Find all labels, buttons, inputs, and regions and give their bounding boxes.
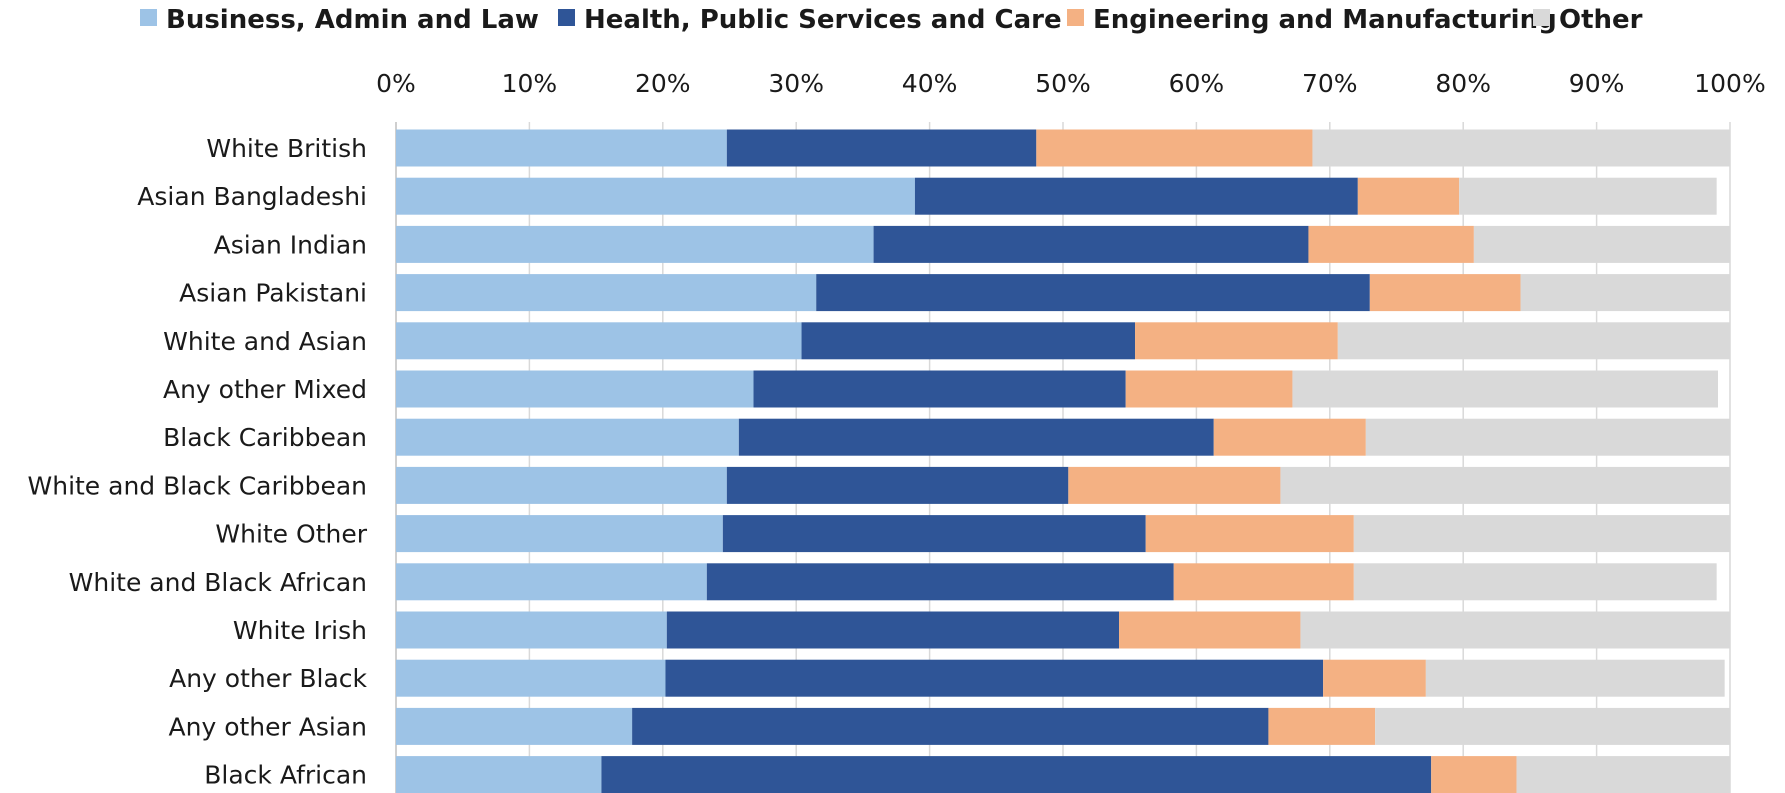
bar-5-3 <box>1292 370 1718 408</box>
x-tick-label-8: 80% <box>1435 69 1491 98</box>
legend-swatch-3 <box>1533 9 1550 26</box>
bar-0-2 <box>1036 129 1313 167</box>
legend-label-1: Health, Public Services and Care <box>584 5 1062 35</box>
bar-1-0 <box>396 177 915 215</box>
legend-swatch-2 <box>1067 9 1084 26</box>
bar-5-1 <box>753 370 1126 408</box>
bar-6-3 <box>1365 418 1730 456</box>
category-label-13: Black African <box>204 761 367 790</box>
bar-9-3 <box>1353 563 1717 601</box>
bar-3-3 <box>1520 274 1730 312</box>
bar-4-2 <box>1135 322 1338 360</box>
x-axis-ticks: 0% 10% 20% 30% 40% 50% 60% 70% 80% 90% 100% <box>376 69 1766 98</box>
bar-4-3 <box>1337 322 1730 360</box>
bar-8-0 <box>396 515 723 553</box>
bar-12-2 <box>1268 707 1376 745</box>
bar-2-2 <box>1308 225 1474 263</box>
bar-13-3 <box>1516 756 1730 793</box>
bar-4-1 <box>801 322 1136 360</box>
bar-6-0 <box>396 418 739 456</box>
bar-5-0 <box>396 370 754 408</box>
bar-10-3 <box>1300 611 1730 649</box>
x-tick-label-10: 100% <box>1694 69 1765 98</box>
legend-swatch-1 <box>558 9 575 26</box>
legend-swatch-0 <box>140 9 157 26</box>
category-label-1: Asian Bangladeshi <box>137 182 367 211</box>
bar-3-2 <box>1369 274 1521 312</box>
bar-7-3 <box>1280 466 1730 504</box>
bar-12-0 <box>396 707 633 745</box>
bar-11-3 <box>1425 659 1725 697</box>
bar-2-3 <box>1473 225 1730 263</box>
x-tick-label-2: 20% <box>635 69 691 98</box>
bar-7-2 <box>1068 466 1281 504</box>
bar-1-2 <box>1357 177 1460 215</box>
bar-8-2 <box>1145 515 1354 553</box>
x-tick-label-5: 50% <box>1035 69 1091 98</box>
category-label-4: White and Asian <box>163 327 367 356</box>
bar-7-1 <box>726 466 1069 504</box>
category-label-2: Asian Indian <box>214 230 367 259</box>
legend-label-3: Other <box>1559 5 1643 35</box>
x-tick-label-0: 0% <box>376 69 416 98</box>
bar-13-2 <box>1431 756 1517 793</box>
x-tick-label-7: 70% <box>1302 69 1358 98</box>
bar-7-0 <box>396 466 727 504</box>
legend-label-0: Business, Admin and Law <box>166 5 539 35</box>
x-tick-label-3: 30% <box>768 69 824 98</box>
bar-9-0 <box>396 563 707 601</box>
bar-0-3 <box>1312 129 1730 167</box>
category-label-3: Asian Pakistani <box>179 279 367 308</box>
legend: Business, Admin and Law Health, Public Se… <box>140 5 1643 35</box>
bar-0-1 <box>726 129 1037 167</box>
bar-10-2 <box>1119 611 1301 649</box>
bar-5-2 <box>1125 370 1293 408</box>
bar-3-0 <box>396 274 817 312</box>
bar-11-2 <box>1323 659 1426 697</box>
bar-6-2 <box>1213 418 1366 456</box>
bar-10-0 <box>396 611 667 649</box>
category-label-0: White British <box>206 134 367 163</box>
legend-label-2: Engineering and Manufacturing <box>1093 5 1557 35</box>
category-label-5: Any other Mixed <box>163 375 367 404</box>
category-labels: White British Asian Bangladeshi Asian Indi… <box>28 134 368 790</box>
bar-11-1 <box>665 659 1324 697</box>
bar-10-1 <box>666 611 1120 649</box>
bar-1-1 <box>914 177 1358 215</box>
x-tick-label-4: 40% <box>902 69 958 98</box>
bar-13-0 <box>396 756 602 793</box>
bar-8-1 <box>722 515 1146 553</box>
bar-9-2 <box>1173 563 1354 601</box>
bar-8-3 <box>1353 515 1730 553</box>
bar-11-0 <box>396 659 666 697</box>
bar-13-1 <box>601 756 1432 793</box>
bar-4-0 <box>396 322 802 360</box>
category-label-8: White Other <box>215 520 367 549</box>
category-label-10: White Irish <box>233 616 367 645</box>
x-tick-label-1: 10% <box>502 69 558 98</box>
bar-12-1 <box>632 707 1269 745</box>
category-label-6: Black Caribbean <box>163 423 367 452</box>
bar-2-1 <box>873 225 1309 263</box>
bars <box>396 129 1730 793</box>
bar-12-3 <box>1375 707 1730 745</box>
bar-0-0 <box>396 129 727 167</box>
bar-6-1 <box>738 418 1214 456</box>
bar-3-1 <box>816 274 1370 312</box>
category-label-12: Any other Asian <box>169 712 367 741</box>
category-label-9: White and Black African <box>69 568 367 597</box>
bar-2-0 <box>396 225 874 263</box>
category-label-7: White and Black Caribbean <box>28 471 368 500</box>
bar-1-3 <box>1459 177 1717 215</box>
x-tick-label-9: 90% <box>1569 69 1625 98</box>
bar-9-1 <box>706 563 1174 601</box>
category-label-11: Any other Black <box>169 664 367 693</box>
x-tick-label-6: 60% <box>1169 69 1225 98</box>
